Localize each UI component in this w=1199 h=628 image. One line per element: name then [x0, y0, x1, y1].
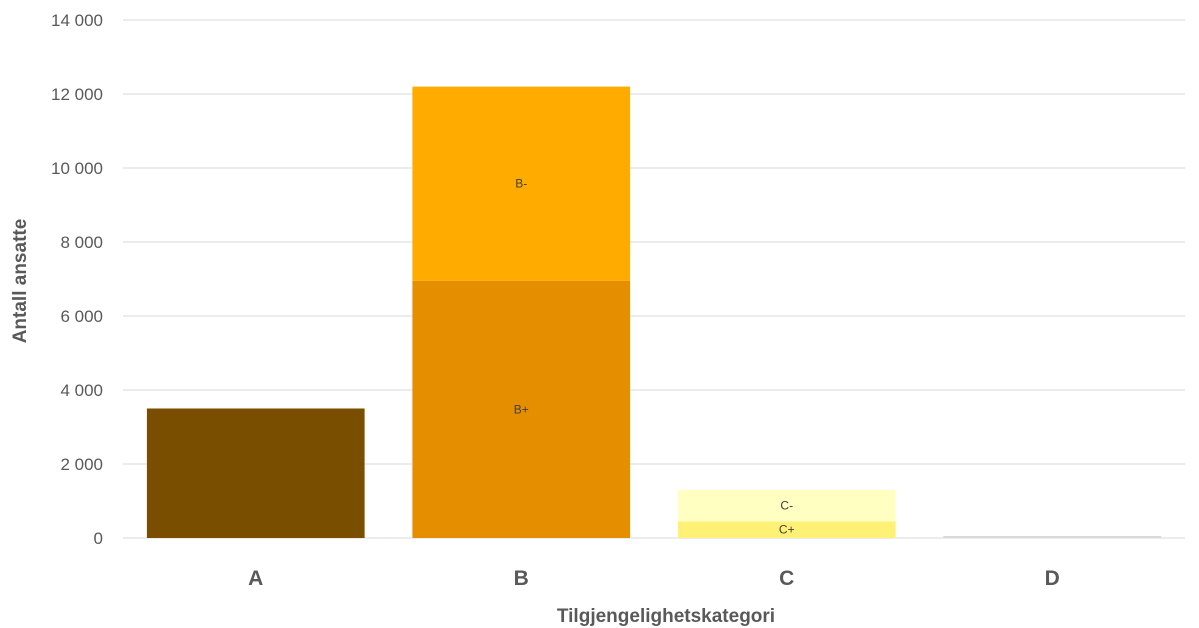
bar-segment-c — [677, 521, 896, 538]
y-tick-label: 6 000 — [60, 307, 103, 326]
x-tick-label: A — [248, 567, 263, 590]
y-tick-label: 2 000 — [60, 455, 103, 474]
y-axis-ticks: 0 2 000 4 000 6 000 8 000 10 000 12 000 14 000 — [51, 11, 103, 548]
bar-segment-b — [412, 280, 631, 538]
bars — [146, 86, 1162, 538]
y-tick-label: 4 000 — [60, 381, 103, 400]
segment-label: C+ — [779, 523, 795, 537]
x-tick-label: C — [779, 567, 794, 590]
y-axis-title: Antall ansatte — [10, 219, 31, 344]
x-axis-title: Tilgjengelighetskategori — [557, 606, 775, 627]
segment-label: C- — [780, 499, 793, 513]
segment-label: B+ — [514, 402, 529, 416]
segment-labels: B+ B- C+ C- — [514, 177, 795, 537]
x-tick-label: D — [1045, 567, 1060, 590]
y-tick-label: 8 000 — [60, 233, 103, 252]
y-tick-label: 14 000 — [51, 11, 103, 30]
bar-segment-a — [146, 408, 365, 538]
x-tick-label: B — [514, 567, 529, 590]
x-axis-categories: A B C D — [248, 567, 1060, 590]
bar-segment-b — [412, 86, 631, 281]
bar-segment-c — [677, 489, 896, 522]
bar-segment-d — [943, 536, 1162, 538]
y-tick-label: 12 000 — [51, 85, 103, 104]
segment-label: B- — [515, 177, 527, 191]
y-tick-label: 10 000 — [51, 159, 103, 178]
y-tick-label: 0 — [94, 529, 103, 548]
